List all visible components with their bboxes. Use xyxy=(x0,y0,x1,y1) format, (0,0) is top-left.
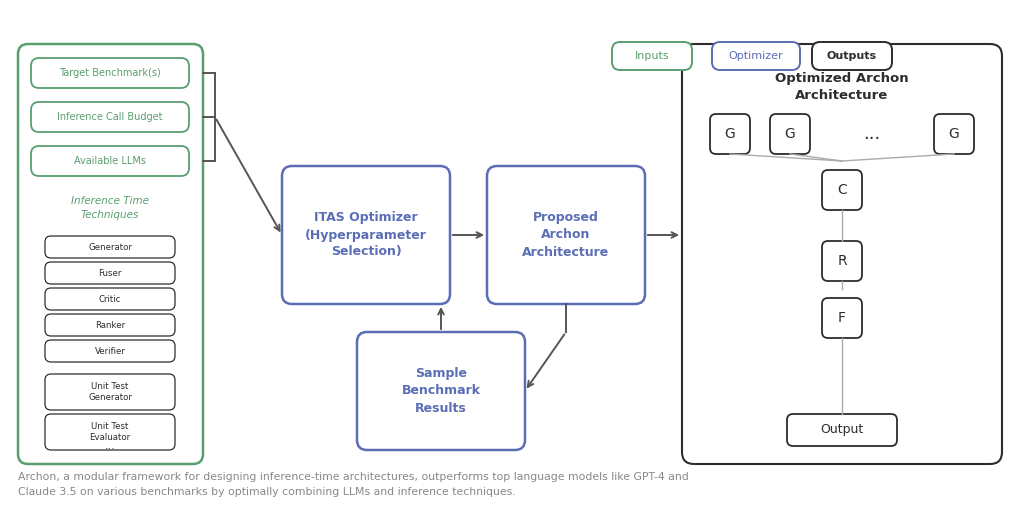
FancyBboxPatch shape xyxy=(822,298,862,338)
Bar xyxy=(686,289,998,347)
Text: ITAS Optimizer
(Hyperparameter
Selection): ITAS Optimizer (Hyperparameter Selection… xyxy=(305,211,427,258)
Text: Verifier: Verifier xyxy=(94,347,125,355)
FancyBboxPatch shape xyxy=(282,166,450,304)
Text: R: R xyxy=(838,254,847,268)
FancyBboxPatch shape xyxy=(357,332,525,450)
FancyBboxPatch shape xyxy=(812,42,892,70)
Text: Proposed
Archon
Architecture: Proposed Archon Architecture xyxy=(522,211,609,258)
FancyBboxPatch shape xyxy=(612,42,692,70)
Text: Generator: Generator xyxy=(88,243,132,252)
Text: Optimizer: Optimizer xyxy=(729,51,783,61)
FancyBboxPatch shape xyxy=(31,58,189,88)
FancyBboxPatch shape xyxy=(770,114,810,154)
FancyBboxPatch shape xyxy=(45,288,175,310)
FancyBboxPatch shape xyxy=(822,170,862,210)
Text: Fuser: Fuser xyxy=(98,268,122,278)
FancyBboxPatch shape xyxy=(18,44,203,464)
Text: Archon, a modular framework for designing inference-time architectures, outperfo: Archon, a modular framework for designin… xyxy=(18,472,689,497)
Text: G: G xyxy=(784,127,796,141)
Text: C: C xyxy=(838,183,847,197)
Text: Sample
Benchmark
Results: Sample Benchmark Results xyxy=(401,367,480,414)
Text: Output: Output xyxy=(820,423,863,436)
Text: Ranker: Ranker xyxy=(95,321,125,329)
FancyBboxPatch shape xyxy=(822,241,862,281)
FancyBboxPatch shape xyxy=(31,102,189,132)
Text: Inference Time
Techniques: Inference Time Techniques xyxy=(71,196,150,220)
FancyBboxPatch shape xyxy=(934,114,974,154)
FancyBboxPatch shape xyxy=(787,414,897,446)
Text: Unit Test
Generator: Unit Test Generator xyxy=(88,382,132,402)
FancyBboxPatch shape xyxy=(487,166,645,304)
FancyBboxPatch shape xyxy=(45,314,175,336)
FancyBboxPatch shape xyxy=(712,42,800,70)
Text: Inference Call Budget: Inference Call Budget xyxy=(57,112,163,122)
FancyBboxPatch shape xyxy=(31,146,189,176)
Text: Optimized Archon
Architecture: Optimized Archon Architecture xyxy=(775,72,909,102)
Text: Unit Test
Evaluator: Unit Test Evaluator xyxy=(89,422,131,442)
FancyBboxPatch shape xyxy=(45,236,175,258)
FancyBboxPatch shape xyxy=(45,374,175,410)
FancyBboxPatch shape xyxy=(45,262,175,284)
Text: F: F xyxy=(838,311,846,325)
Text: Inputs: Inputs xyxy=(635,51,670,61)
Text: G: G xyxy=(948,127,959,141)
Text: Outputs: Outputs xyxy=(827,51,878,61)
Text: Critic: Critic xyxy=(98,294,121,303)
Text: ...: ... xyxy=(104,441,116,451)
Text: G: G xyxy=(725,127,735,141)
Text: Target Benchmark(s): Target Benchmark(s) xyxy=(59,68,161,78)
FancyBboxPatch shape xyxy=(45,340,175,362)
FancyBboxPatch shape xyxy=(45,414,175,450)
Text: Available LLMs: Available LLMs xyxy=(74,156,146,166)
FancyBboxPatch shape xyxy=(682,44,1002,464)
Bar xyxy=(686,161,998,219)
FancyBboxPatch shape xyxy=(710,114,750,154)
Text: ...: ... xyxy=(863,125,881,143)
